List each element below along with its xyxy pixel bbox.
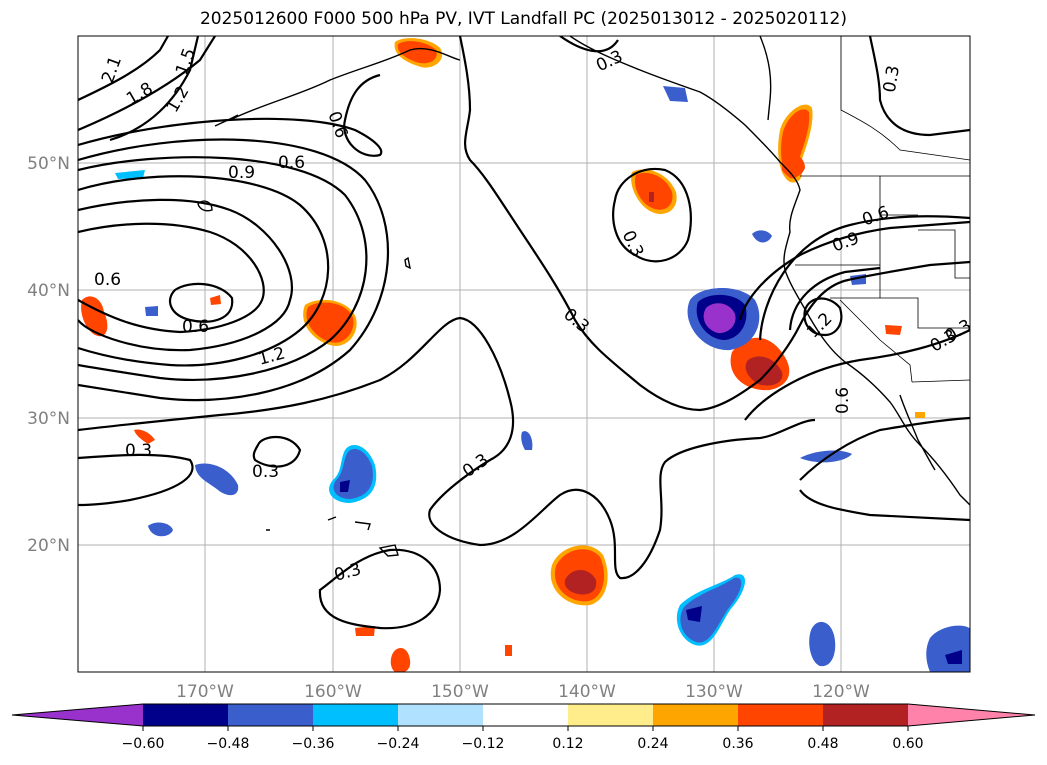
colorbar-segment [398, 704, 483, 726]
contour-label: 0.6 [278, 153, 305, 173]
colorbar-segment [568, 704, 653, 726]
contour-label: 0.6 [833, 387, 853, 414]
colorbar-segment [653, 704, 738, 726]
pv-positive-blob [134, 153, 925, 672]
political-borders [795, 36, 970, 383]
pv-negative-blob [687, 287, 760, 351]
pv-positive-blob [303, 299, 357, 346]
lon-label: 120°W [812, 682, 870, 702]
map-frame [77, 35, 971, 673]
colorbar-tick-label: −0.60 [122, 736, 165, 752]
colorbar-tick-label: −0.48 [207, 736, 250, 752]
colorbar-tick-label: 0.48 [807, 736, 838, 752]
pv-negative-blob [809, 621, 970, 672]
colorbar-segment [738, 704, 823, 726]
colorbar-extend-low [12, 704, 143, 726]
colorbar-extend-high [908, 704, 1035, 726]
pv-negative-blob [115, 86, 866, 537]
lon-label: 170°W [176, 682, 234, 702]
lon-label: 150°W [431, 682, 489, 702]
colorbar-segment [143, 704, 228, 726]
lat-label: 40°N [27, 281, 70, 301]
lat-label: 20°N [27, 536, 70, 556]
contour-label: 0.6 [182, 317, 209, 337]
contour-label: 0.3 [880, 64, 904, 94]
contour-label: 0.9 [228, 163, 255, 183]
colorbar-tick-label: 0.12 [552, 736, 583, 752]
colorbar-tick-label: 0.60 [892, 736, 923, 752]
lon-label: 140°W [558, 682, 616, 702]
longitude-labels: 170°W 160°W 150°W 140°W 130°W 120°W [176, 682, 870, 702]
colorbar-tick-label: −0.36 [292, 736, 335, 752]
colorbar-tick-label: 0.36 [722, 736, 753, 752]
pv-contours [78, 36, 970, 630]
pv-positive-blob [631, 169, 677, 214]
contour-label: 0.3 [252, 462, 279, 482]
colorbar-segment [228, 704, 313, 726]
lon-label: 160°W [304, 682, 362, 702]
coastlines [197, 36, 970, 557]
map-title: 2025012600 F000 500 hPa PV, IVT Landfall… [199, 9, 847, 29]
colorbar-segment [313, 704, 398, 726]
pv-positive-blob [550, 545, 608, 606]
pv-positive-blob [394, 38, 443, 68]
colorbar-tick-label: 0.24 [637, 736, 668, 752]
lon-label: 130°W [685, 682, 743, 702]
colorbar: −0.60 −0.48 −0.36 −0.24 −0.12 0.12 0.24 0.36 0.4… [11, 703, 1036, 752]
colorbar-tick-label: −0.24 [377, 736, 420, 752]
pv-positive-blob [730, 337, 790, 391]
lat-label: 50°N [27, 154, 70, 174]
colorbar-tick-label: −0.12 [462, 736, 505, 752]
latitude-labels: 50°N 40°N 30°N 20°N [27, 154, 70, 556]
contour-label: 0.3 [125, 441, 152, 461]
colorbar-segment [483, 704, 568, 726]
pv-negative-blob [329, 445, 377, 503]
colorbar-segment [823, 704, 908, 726]
contour-label: 0.6 [94, 270, 121, 290]
map-area: 2.1 1.8 1.5 1.2 0.6 0.9 0.6 0.6 0.6 1.2 … [78, 36, 970, 672]
lat-label: 30°N [27, 409, 70, 429]
pv-negative-blob [676, 574, 746, 646]
